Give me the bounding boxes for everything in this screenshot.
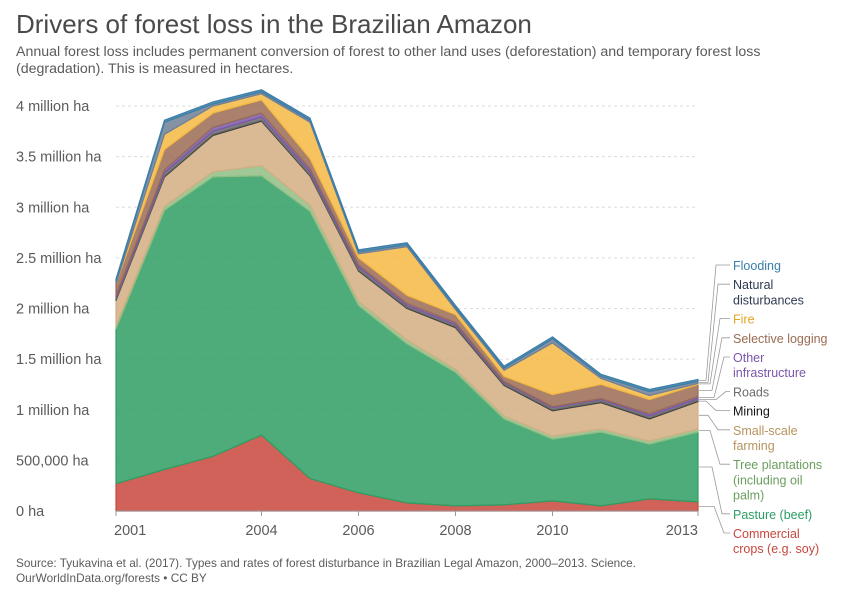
legend-pasture-beef: Pasture (beef) bbox=[699, 466, 812, 522]
legend-label: Selective logging bbox=[733, 332, 828, 346]
legend-connector bbox=[699, 466, 730, 515]
legend-connector bbox=[699, 283, 730, 383]
y-tick-label: 3.5 million ha bbox=[16, 150, 102, 166]
legend-small-scale-farming: Small-scale farming bbox=[699, 414, 798, 453]
chart-footer: Source: Tyukavina et al. (2017). Types a… bbox=[16, 556, 636, 586]
legend-label: Fire bbox=[733, 313, 755, 327]
x-tick-label: 2010 bbox=[536, 523, 568, 539]
legend-label: Tree plantations (including oil palm) bbox=[733, 458, 822, 502]
legend-label: Pasture (beef) bbox=[733, 508, 812, 522]
x-tick-label: 2006 bbox=[342, 523, 374, 539]
source-note: Source: Tyukavina et al. (2017). Types a… bbox=[16, 556, 636, 570]
legend-connector bbox=[699, 264, 730, 381]
chart-subtitle: Annual forest loss includes permanent co… bbox=[16, 44, 761, 77]
legend-selective-logging: Selective logging bbox=[699, 332, 828, 391]
legend-tree-plantations-including-oil-palm: Tree plantations (including oil palm) bbox=[699, 430, 822, 503]
legend-label: Commercial crops (e.g. soy) bbox=[733, 527, 819, 556]
credit-note: OurWorldInData.org/forests • CC BY bbox=[16, 571, 207, 585]
legend-connector bbox=[699, 337, 730, 391]
legend-label: Small-scale farming bbox=[733, 424, 798, 453]
legend-connector bbox=[699, 414, 730, 431]
y-tick-label: 4 million ha bbox=[16, 99, 90, 115]
legend-label: Other infrastructure bbox=[733, 351, 806, 380]
legend-connector bbox=[699, 356, 730, 399]
x-tick-label: 2013 bbox=[666, 523, 698, 539]
legend-label: Roads bbox=[733, 385, 769, 399]
y-tick-label: 2 million ha bbox=[16, 302, 90, 318]
legend-natural-disturbances: Natural disturbances bbox=[699, 278, 804, 383]
y-tick-label: 2.5 million ha bbox=[16, 251, 102, 267]
legend-connector bbox=[699, 400, 730, 412]
y-tick-label: 3 million ha bbox=[16, 200, 90, 216]
x-tick-label: 2008 bbox=[439, 523, 471, 539]
legend-label: Natural disturbances bbox=[733, 278, 804, 307]
legend-connector bbox=[699, 318, 730, 385]
legend-flooding: Flooding bbox=[699, 259, 781, 381]
y-tick-label: 1.5 million ha bbox=[16, 352, 102, 368]
legend-other-infrastructure: Other infrastructure bbox=[699, 351, 806, 399]
legend-connector bbox=[699, 390, 730, 401]
area-flooding bbox=[115, 89, 699, 393]
chart-title: Drivers of forest loss in the Brazilian … bbox=[16, 9, 532, 39]
y-tick-label: 1 million ha bbox=[16, 403, 90, 419]
y-tick-label: 0 ha bbox=[16, 504, 45, 520]
x-tick-label: 2001 bbox=[114, 523, 146, 539]
x-tick-label: 2004 bbox=[245, 523, 277, 539]
y-tick-label: 500,000 ha bbox=[16, 453, 90, 469]
legend-mining: Mining bbox=[699, 400, 770, 419]
legend-connector bbox=[699, 430, 730, 465]
legend-label: Flooding bbox=[733, 259, 781, 273]
legend-fire: Fire bbox=[699, 313, 755, 385]
legend-connector bbox=[699, 505, 730, 534]
legend-roads: Roads bbox=[699, 385, 769, 401]
legend-commercial-crops-e-g-soy: Commercial crops (e.g. soy) bbox=[699, 505, 819, 556]
legend-label: Mining bbox=[733, 405, 770, 419]
